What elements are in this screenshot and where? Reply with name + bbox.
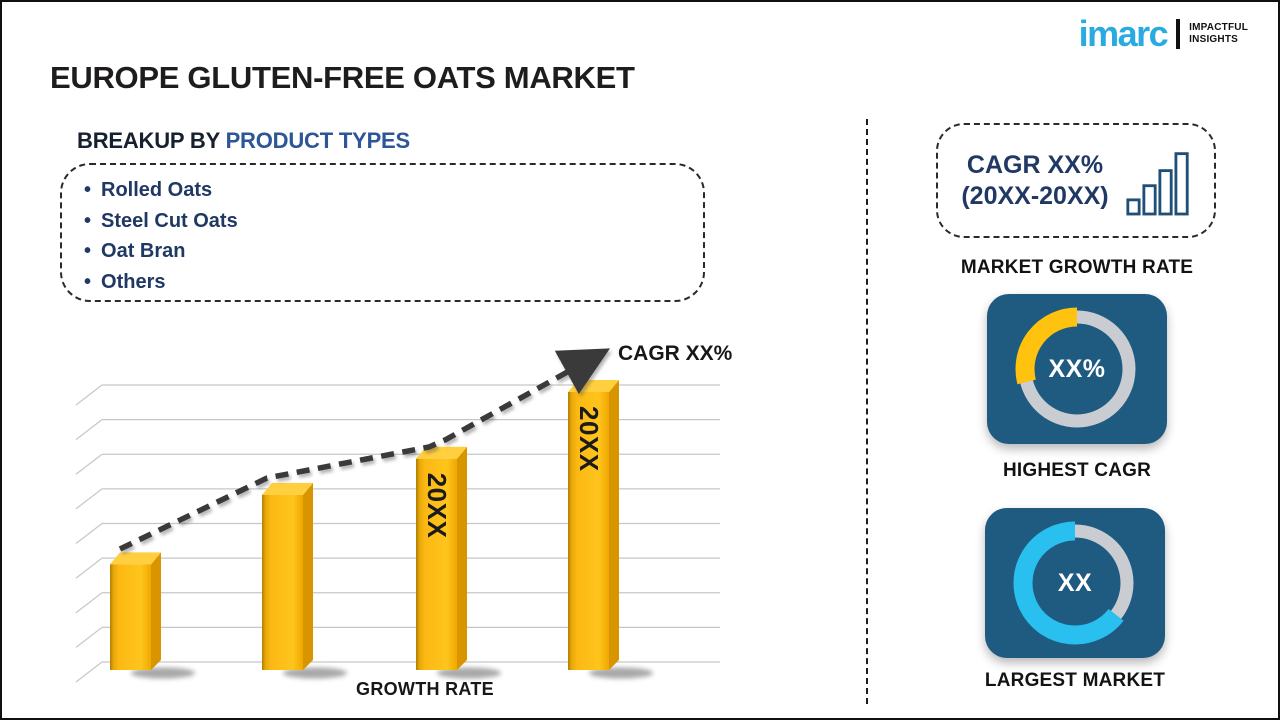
largest-market-value: XX bbox=[1057, 568, 1093, 597]
product-type-item: Steel Cut Oats bbox=[84, 206, 703, 237]
logo-tagline: IMPACTFUL INSIGHTS bbox=[1189, 22, 1248, 46]
svg-text:20XX: 20XX bbox=[574, 406, 604, 472]
largest-market-caption: LARGEST MARKET bbox=[984, 670, 1166, 691]
logo-divider-bar bbox=[1176, 19, 1181, 50]
imarc-logo-wordmark: imarc bbox=[1078, 13, 1169, 54]
chart-bars: 20XX 20XX bbox=[110, 380, 653, 679]
product-types-list: Rolled Oats Steel Cut Oats Oat Bran Othe… bbox=[84, 175, 703, 297]
largest-market-card: XX bbox=[985, 508, 1165, 658]
cagr-stat-line1: CAGR XX% bbox=[966, 151, 1104, 179]
svg-text:20XX: 20XX bbox=[422, 473, 452, 539]
section-divider bbox=[866, 119, 868, 704]
chart-cagr-annotation: CAGR XX% bbox=[618, 342, 733, 365]
growth-chart-area: 20XX 20XX bbox=[50, 342, 750, 690]
ascending-bars-icon bbox=[1126, 151, 1189, 215]
chart-x-axis-label: GROWTH RATE bbox=[356, 679, 494, 699]
cagr-stat-line2: (20XX-20XX) bbox=[961, 181, 1109, 210]
chart-trend-line bbox=[118, 348, 611, 552]
highest-cagr-donut bbox=[1015, 307, 1136, 428]
cagr-stat-text: CAGR XX% (20XX-20XX) bbox=[961, 150, 1108, 211]
growth-bar-chart: 20XX 20XX bbox=[75, 348, 720, 683]
logo-tagline-line1: IMPACTFUL bbox=[1189, 22, 1248, 34]
product-type-item: Oat Bran bbox=[84, 236, 703, 267]
product-type-item: Rolled Oats bbox=[84, 175, 703, 206]
highest-cagr-card: XX% bbox=[987, 294, 1167, 444]
market-growth-rate-box: CAGR XX% (20XX-20XX) bbox=[936, 123, 1216, 238]
chart-gridlines bbox=[75, 384, 720, 683]
market-growth-rate-caption: MARKET GROWTH RATE bbox=[960, 257, 1194, 278]
logo-tagline-line2: INSIGHTS bbox=[1189, 34, 1238, 46]
largest-market-donut bbox=[1013, 521, 1134, 645]
product-type-item: Others bbox=[84, 267, 703, 298]
highest-cagr-value: XX% bbox=[1048, 354, 1106, 383]
imarc-logo: imarc IMPACTFUL INSIGHTS bbox=[1078, 13, 1248, 54]
product-types-box: Rolled Oats Steel Cut Oats Oat Bran Othe… bbox=[60, 163, 705, 302]
breakup-heading-highlight: PRODUCT TYPES bbox=[225, 128, 411, 153]
page-title: EUROPE GLUTEN-FREE OATS MARKET bbox=[50, 60, 635, 95]
highest-cagr-caption: HIGHEST CAGR bbox=[1002, 460, 1152, 481]
breakup-heading: BREAKUP BY PRODUCT TYPES bbox=[77, 128, 410, 154]
breakup-heading-prefix: BREAKUP BY bbox=[77, 128, 226, 153]
